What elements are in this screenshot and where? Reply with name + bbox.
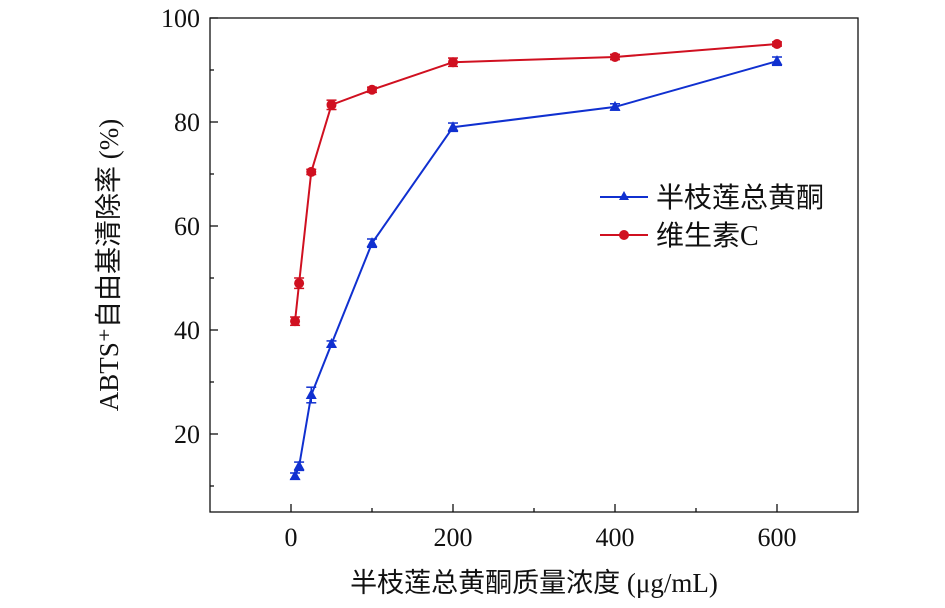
data-point-triangle xyxy=(289,470,301,481)
data-point-triangle xyxy=(326,338,337,349)
data-point-circle xyxy=(448,57,458,68)
series-line xyxy=(294,60,778,477)
data-point-triangle xyxy=(447,121,459,132)
series-vitamin-c xyxy=(290,39,782,327)
series-flavonoids xyxy=(289,55,783,481)
data-point-circle xyxy=(772,39,782,49)
data-point-circle xyxy=(367,84,377,95)
y-tick-label: 40 xyxy=(174,316,200,345)
data-point-circle xyxy=(306,166,317,177)
y-tick-label: 100 xyxy=(161,4,200,33)
x-tick-label: 600 xyxy=(758,523,797,552)
data-point-triangle xyxy=(366,237,378,248)
legend-circle-marker xyxy=(619,230,629,240)
y-tick-label: 80 xyxy=(174,108,200,137)
y-axis-label: ABTS⁺自由基清除率 (%) xyxy=(94,119,124,412)
data-point-triangle xyxy=(305,389,317,399)
plot-frame xyxy=(209,17,859,513)
legend: 半枝莲总黄酮 维生素C xyxy=(600,182,824,252)
series-line xyxy=(294,43,778,322)
legend-triangle-marker xyxy=(619,191,629,200)
x-tick-label: 200 xyxy=(434,523,473,552)
y-tick-label: 60 xyxy=(174,212,200,241)
x-tick-label: 0 xyxy=(285,523,298,552)
legend-label-flavonoids: 半枝莲总黄酮 xyxy=(656,182,824,214)
legend-label-vitamin-c: 维生素C xyxy=(656,220,759,252)
y-tick-label: 20 xyxy=(174,420,200,449)
data-point-circle xyxy=(610,52,620,62)
x-axis-label: 半枝莲总黄酮质量浓度 (μg/mL) xyxy=(350,568,718,598)
data-point-triangle xyxy=(293,460,305,471)
data-point-triangle xyxy=(771,55,783,66)
data-point-circle xyxy=(290,316,301,327)
data-point-circle xyxy=(326,99,337,110)
x-tick-label: 400 xyxy=(596,523,635,552)
data-point-triangle xyxy=(609,100,621,111)
data-point-circle xyxy=(294,278,305,289)
